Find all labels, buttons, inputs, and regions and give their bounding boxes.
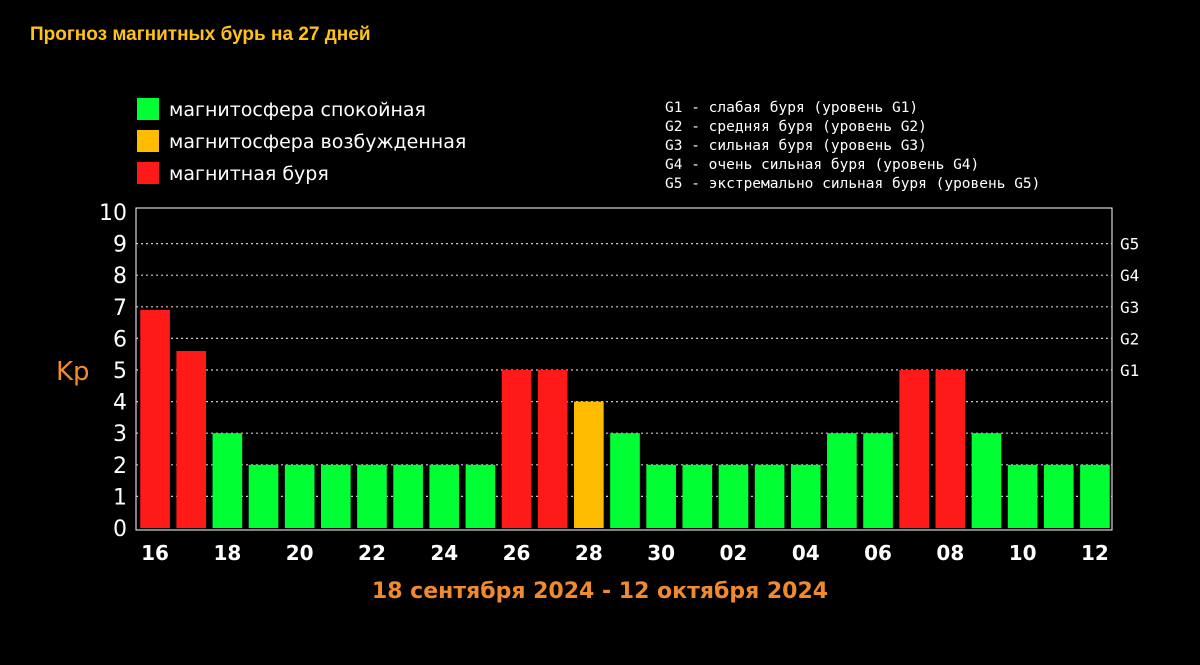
legend-label-storm: магнитная буря [169, 163, 329, 185]
bar-16 [140, 309, 170, 528]
g2-legend-item: G2 - средняя буря (уровень G2) [665, 119, 927, 135]
g-tick-label-g3: G3 [1120, 298, 1139, 317]
bar-04 [790, 464, 821, 528]
bar-26 [501, 370, 532, 528]
x-tick-label-30: 30 [647, 541, 675, 565]
y-tick-label-3: 3 [113, 422, 127, 447]
g-level-legend: G1 - слабая буря (уровень G1) G2 - средн… [665, 100, 1040, 192]
y-tick-label-10: 10 [99, 201, 127, 226]
legend-label-active: магнитосфера возбужденная [169, 131, 466, 153]
page-title: Прогноз магнитных бурь на 27 дней [30, 24, 371, 45]
bar-05 [827, 433, 857, 528]
bar-06 [863, 433, 893, 528]
bar-10 [1007, 464, 1038, 528]
date-range-subtitle: 18 сентября 2024 - 12 октября 2024 [372, 579, 828, 604]
bar-23 [393, 464, 423, 528]
y-tick-label-1: 1 [113, 485, 127, 510]
y-axis-label: Kp [56, 357, 90, 387]
plot-frame [135, 207, 1113, 531]
bar-20 [284, 464, 315, 528]
x-tick-label-10: 10 [1009, 541, 1037, 565]
bar-01 [682, 464, 713, 528]
bar-27 [537, 370, 568, 528]
legend-swatch-quiet [137, 98, 159, 120]
legend-swatch-storm [137, 162, 159, 184]
x-tick-label-12: 12 [1081, 541, 1109, 565]
x-tick-label-04: 04 [792, 541, 820, 565]
bar-08 [935, 370, 966, 528]
x-tick-label-06: 06 [864, 541, 892, 565]
bars [140, 309, 1110, 528]
bar-18 [212, 433, 243, 528]
bar-21 [320, 464, 351, 528]
y-tick-label-0: 0 [113, 517, 127, 542]
bar-30 [646, 464, 676, 528]
x-tick-label-24: 24 [430, 541, 458, 565]
g-tick-label-g4: G4 [1120, 266, 1139, 285]
g-tick-label-g1: G1 [1120, 361, 1139, 380]
g4-legend-item: G4 - очень сильная буря (уровень G4) [665, 157, 979, 173]
x-tick-label-16: 16 [141, 541, 169, 565]
bar-07 [899, 370, 930, 528]
x-axis-ticks: 16 18 20 22 24 26 28 30 02 04 06 08 10 12 [141, 541, 1109, 565]
y-tick-label-5: 5 [113, 359, 127, 384]
bar-09 [971, 433, 1002, 528]
g3-legend-item: G3 - сильная буря (уровень G3) [665, 138, 927, 154]
bar-24 [429, 464, 460, 528]
y-axis-ticks: 0 1 2 3 4 5 6 7 8 9 10 [99, 201, 127, 542]
bar-03 [754, 464, 785, 528]
y-tick-label-9: 9 [113, 233, 127, 258]
x-tick-label-20: 20 [286, 541, 314, 565]
g1-legend-item: G1 - слабая буря (уровень G1) [665, 100, 918, 116]
x-tick-label-18: 18 [213, 541, 241, 565]
g5-legend-item: G5 - экстремально сильная буря (уровень … [665, 176, 1040, 192]
bar-29 [610, 433, 640, 528]
x-tick-label-28: 28 [575, 541, 603, 565]
x-tick-label-26: 26 [503, 541, 531, 565]
y-tick-label-6: 6 [113, 327, 127, 352]
bar-28 [574, 401, 604, 528]
x-tick-label-02: 02 [720, 541, 748, 565]
y-tick-label-8: 8 [113, 264, 127, 289]
x-tick-label-08: 08 [936, 541, 964, 565]
legend-swatch-active [137, 130, 159, 152]
bar-19 [248, 464, 279, 528]
g-tick-label-g2: G2 [1120, 329, 1139, 348]
bar-22 [357, 464, 387, 528]
bar-11 [1043, 464, 1074, 528]
bar-17 [176, 351, 207, 528]
y-tick-label-4: 4 [113, 391, 127, 416]
bar-25 [465, 464, 496, 528]
g-axis-ticks: G1 G2 G3 G4 G5 [1120, 235, 1139, 380]
g-tick-label-g5: G5 [1120, 235, 1139, 254]
bar-02 [718, 464, 749, 528]
y-tick-label-7: 7 [113, 296, 127, 321]
legend-label-quiet: магнитосфера спокойная [169, 99, 426, 121]
y-tick-label-2: 2 [113, 454, 127, 479]
bar-12 [1080, 464, 1110, 528]
x-tick-label-22: 22 [358, 541, 386, 565]
color-legend: магнитосфера спокойная магнитосфера возб… [137, 98, 466, 185]
